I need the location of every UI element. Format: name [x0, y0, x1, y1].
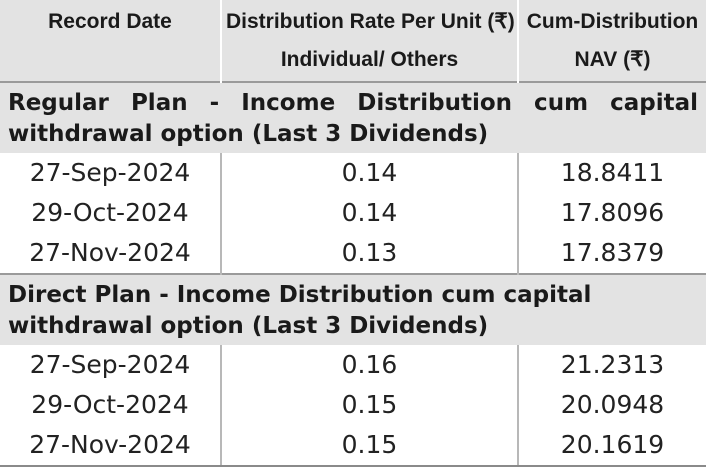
section-row-direct-plan: Direct Plan - Income Distribution cum ca…	[0, 273, 706, 345]
nav-cell: 18.8411	[560, 158, 665, 187]
header-record-date: Record Date	[0, 0, 222, 82]
record-date-cell: 27-Nov-2024	[0, 425, 222, 467]
distribution-rate-cell: 0.14	[221, 153, 519, 193]
distribution-rate-cell: 0.14	[221, 193, 519, 233]
nav-cell: 20.0948	[560, 390, 665, 419]
record-date-cell: 27-Sep-2024	[0, 345, 222, 385]
table-row: 29-Oct-2024 0.15 20.0948	[0, 385, 706, 425]
table-row: 27-Sep-2024 0.14 18.8411	[0, 153, 706, 193]
nav-cell: 21.2313	[560, 350, 665, 379]
header-nav-line2: NAV (₹)	[574, 48, 651, 71]
section-title: Regular Plan - Income Distribution cum c…	[0, 81, 706, 153]
header-nav-line1: Cum-Distribution	[526, 10, 699, 33]
table-row: 29-Oct-2024 0.14 17.8096	[0, 193, 706, 233]
header-distribution-rate-line2: Individual/ Others	[280, 48, 459, 71]
record-date-cell: 29-Oct-2024	[0, 193, 222, 233]
table-row: 27-Nov-2024 0.13 17.8379	[0, 233, 706, 274]
nav-cell: 17.8096	[560, 198, 665, 227]
distribution-rate-cell: 0.15	[221, 385, 519, 425]
header-distribution-rate-line1: Distribution Rate Per Unit (₹)	[226, 10, 515, 33]
header-record-date-label: Record Date	[48, 10, 172, 33]
record-date-cell: 27-Sep-2024	[0, 153, 222, 193]
distribution-rate-cell: 0.16	[221, 345, 519, 385]
table-header: Record Date Distribution Rate Per Unit (…	[0, 0, 706, 82]
record-date-cell: 29-Oct-2024	[0, 385, 222, 425]
distribution-rate-cell: 0.13	[221, 233, 519, 274]
table-row: 27-Sep-2024 0.16 21.2313	[0, 345, 706, 385]
table-row: 27-Nov-2024 0.15 20.1619	[0, 425, 706, 467]
header-distribution-rate: Distribution Rate Per Unit (₹) Individua…	[221, 0, 519, 82]
nav-cell: 17.8379	[560, 238, 665, 267]
distribution-table: Record Date Distribution Rate Per Unit (…	[0, 0, 706, 467]
record-date-cell: 27-Nov-2024	[0, 233, 222, 274]
nav-cell: 20.1619	[518, 425, 706, 467]
section-row-regular-plan: Regular Plan - Income Distribution cum c…	[0, 81, 706, 153]
section-title: Direct Plan - Income Distribution cum ca…	[0, 273, 706, 345]
distribution-rate-cell: 0.15	[221, 425, 519, 467]
header-cum-distribution-nav: Cum-Distribution NAV (₹)	[518, 0, 706, 82]
